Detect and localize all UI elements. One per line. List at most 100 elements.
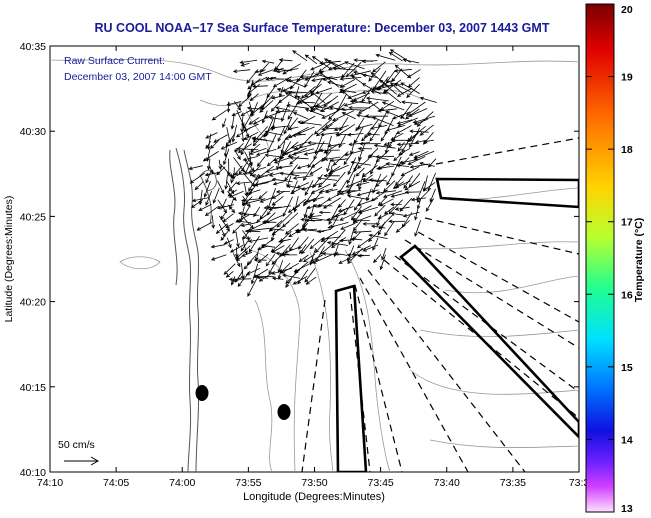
current-vector [368, 154, 389, 160]
current-vector [414, 207, 419, 221]
current-vector [198, 204, 212, 211]
current-vector [222, 118, 227, 128]
current-vector [370, 159, 379, 175]
current-vector [270, 267, 292, 275]
current-vector [320, 132, 340, 137]
current-vector [314, 237, 330, 254]
current-vector [223, 148, 230, 166]
current-vector [257, 253, 269, 264]
current-vector [383, 140, 395, 146]
current-vector [321, 127, 339, 131]
current-vector [396, 142, 420, 147]
current-vector [223, 263, 236, 275]
current-vector [318, 148, 340, 153]
current-vector [326, 241, 349, 246]
current-vector [290, 188, 301, 195]
current-vector [220, 141, 237, 150]
current-vector [304, 54, 318, 65]
current-vector [404, 181, 420, 191]
current-vector [270, 99, 282, 112]
current-vector [272, 181, 285, 186]
current-vector [277, 238, 291, 243]
current-vector [309, 166, 323, 175]
current-vector [386, 172, 395, 186]
current-vector [299, 75, 317, 79]
current-vector [234, 149, 241, 161]
current-vector [362, 73, 378, 78]
current-vector [391, 138, 410, 143]
current-vector [202, 151, 219, 162]
current-vector [311, 76, 333, 82]
current-vector [384, 220, 395, 237]
current-vector [371, 116, 394, 126]
current-vector [356, 123, 373, 130]
current-vector [271, 190, 285, 199]
current-vector [287, 126, 299, 131]
current-vector [351, 218, 370, 222]
current-vector [292, 50, 308, 62]
current-vector [355, 167, 365, 177]
current-vector [381, 101, 405, 111]
current-vector [238, 94, 252, 108]
current-vector [368, 178, 387, 182]
x-tick-label: 73:35 [500, 477, 526, 489]
current-vector [235, 181, 253, 186]
current-vector [302, 253, 316, 263]
current-vector [377, 108, 397, 113]
current-vector [370, 72, 389, 87]
current-vector [383, 89, 402, 104]
current-vector [304, 83, 322, 98]
current-vector [256, 156, 266, 167]
current-vector [388, 52, 403, 62]
x-tick-label: 73:40 [434, 477, 460, 489]
x-tick-label: 74:05 [103, 477, 129, 489]
current-vector [374, 204, 386, 217]
colorbar-tick-label: 13 [621, 503, 633, 515]
current-vector [302, 164, 315, 181]
current-vector [266, 204, 276, 216]
current-vector [289, 171, 308, 175]
current-vector [311, 55, 330, 69]
current-vector [327, 143, 346, 148]
current-vector [393, 68, 412, 73]
current-vector [230, 115, 235, 130]
current-vector [338, 133, 347, 149]
current-vector [225, 270, 234, 278]
current-vector [252, 116, 269, 125]
current-vector [350, 160, 372, 166]
current-vector [224, 174, 229, 190]
current-vector [296, 165, 309, 170]
current-vector [264, 130, 283, 136]
current-vector [223, 239, 234, 245]
current-vector [326, 217, 339, 222]
current-vector [400, 82, 420, 94]
current-vector [368, 233, 388, 239]
current-vector [261, 110, 268, 124]
current-vector [369, 125, 388, 130]
current-vector [231, 111, 242, 117]
current-vector [298, 100, 315, 105]
current-vector [284, 133, 299, 140]
current-vector [409, 129, 429, 134]
current-vector [240, 221, 258, 227]
current-vector [196, 222, 212, 231]
current-vector [283, 148, 300, 155]
current-vector [247, 166, 267, 174]
current-vector [328, 164, 349, 175]
current-vector [332, 66, 357, 71]
current-vector [372, 61, 386, 73]
current-vector [423, 139, 434, 144]
current-vector [210, 139, 220, 150]
current-vector [277, 134, 291, 150]
current-vector [327, 60, 347, 70]
current-vector [408, 151, 420, 156]
current-vector [345, 180, 362, 188]
current-vector [191, 197, 210, 203]
y-axis-label: Latitude (Degrees:Minutes) [3, 196, 15, 323]
current-vector [278, 58, 293, 62]
current-vector [240, 109, 252, 116]
current-vector [268, 260, 277, 275]
current-vector [304, 108, 325, 117]
current-vector [407, 156, 426, 165]
current-vector [361, 59, 378, 64]
